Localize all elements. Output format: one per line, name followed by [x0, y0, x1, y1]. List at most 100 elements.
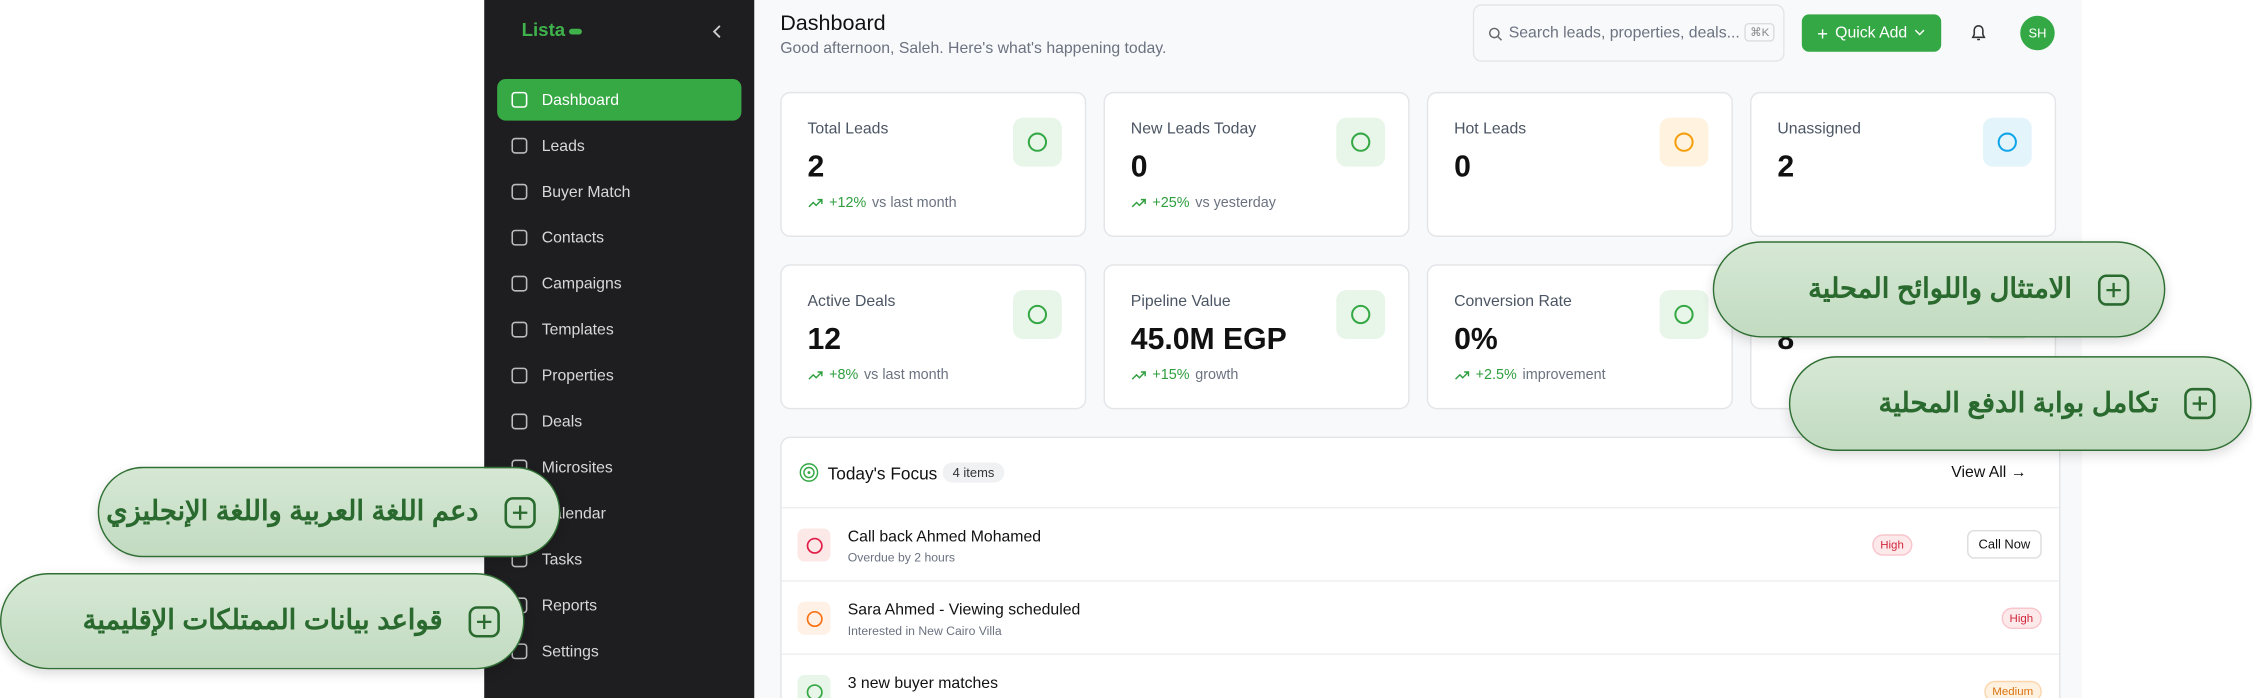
- focus-item[interactable]: Sara Ahmed - Viewing scheduled Interested…: [781, 580, 2060, 655]
- nav-item[interactable]: Properties: [497, 355, 741, 397]
- icon: [511, 321, 528, 338]
- stat-value: 2: [1777, 150, 1795, 184]
- stat-label: New Leads Today: [1130, 120, 1257, 138]
- nav-label: Contacts: [541, 229, 605, 247]
- nav-label: Leads: [541, 137, 585, 155]
- stat-value: 45.0M EGP: [1130, 323, 1287, 357]
- nav-label: Templates: [541, 320, 614, 339]
- item-title: Call back Ahmed Mohamed: [847, 528, 1042, 546]
- collapse-button[interactable]: [711, 24, 722, 39]
- quick-add-label: Quick Add: [1835, 24, 1908, 42]
- search-icon: [1489, 27, 1503, 41]
- nav-item[interactable]: Campaigns: [497, 263, 741, 305]
- icon: [511, 229, 528, 246]
- stat-card: Pipeline Value 45.0M EGP +15% growth: [1103, 264, 1410, 410]
- item-title: Sara Ahmed - Viewing scheduled: [847, 601, 1081, 620]
- stat-icon: [1659, 117, 1709, 167]
- search-placeholder: Search leads, properties, deals...: [1508, 24, 1740, 42]
- priority-badge: Medium: [1983, 680, 2042, 698]
- view-all-link[interactable]: View All →: [1951, 463, 2027, 482]
- focus-item[interactable]: 3 new buyer matches Properties match buye…: [781, 653, 2060, 698]
- feature-badge: قواعد بيانات الممتلكات الإقليمية: [0, 573, 525, 670]
- page-title: Dashboard: [780, 11, 886, 36]
- change-value: +8%: [829, 367, 859, 384]
- nav-item[interactable]: Templates: [497, 309, 741, 351]
- badge-text: الامتثال واللوائح المحلية: [1808, 274, 2072, 305]
- badge-icon: [460, 597, 509, 646]
- priority-badge: High: [2000, 607, 2042, 630]
- change-note: vs yesterday: [1195, 195, 1276, 212]
- nav-label: Buyer Match: [541, 183, 631, 201]
- stat-label: Hot Leads: [1454, 120, 1527, 138]
- nav-label: Deals: [541, 412, 583, 431]
- change-value: +12%: [829, 195, 867, 212]
- stat-label: Total Leads: [807, 120, 889, 138]
- stat-change: +2.5% improvement: [1454, 367, 1606, 384]
- nav-item[interactable]: Contacts: [497, 217, 741, 259]
- nav-label: Dashboard: [541, 91, 620, 109]
- icon: [511, 183, 528, 200]
- nav-item[interactable]: Reports: [497, 585, 741, 627]
- change-note: growth: [1195, 367, 1239, 384]
- nav-item[interactable]: Buyer Match: [497, 171, 741, 213]
- stat-card: Unassigned 2: [1750, 91, 2057, 237]
- stat-label: Unassigned: [1777, 120, 1861, 138]
- nav-item[interactable]: Leads: [497, 125, 741, 167]
- main: Dashboard Good afternoon, Saleh. Here's …: [754, 0, 2083, 698]
- nav-label: Campaigns: [541, 275, 622, 293]
- stat-icon: [1336, 117, 1386, 167]
- item-detail: Overdue by 2 hours: [847, 550, 956, 565]
- stat-change: +15% growth: [1131, 367, 1239, 384]
- stat-change: +12% vs last month: [808, 195, 957, 211]
- stat-card: New Leads Today 0 +25% vs yesterday: [1103, 91, 1410, 237]
- view-all-label: View All: [1951, 463, 2007, 482]
- change-value: +2.5%: [1475, 367, 1517, 384]
- item-title: 3 new buyer matches: [847, 675, 998, 693]
- brand: Lista: [521, 18, 583, 41]
- change-note: improvement: [1522, 367, 1606, 384]
- item-detail: Properties match buyer preferences: [848, 697, 1042, 698]
- item-icon: [797, 675, 831, 698]
- nav-item[interactable]: Deals: [497, 401, 741, 443]
- priority-badge: High: [1871, 534, 1913, 556]
- nav-label: Microsites: [541, 458, 613, 477]
- stat-value: 2: [807, 150, 825, 184]
- badge-icon: [2175, 379, 2224, 428]
- nav-label: Properties: [541, 366, 614, 385]
- stat-label: Conversion Rate: [1454, 292, 1572, 311]
- icon: [511, 91, 528, 108]
- feature-badge: تكامل بوابة الدفع المحلية: [1788, 356, 2252, 451]
- stat-value: 12: [807, 323, 842, 357]
- user-avatar[interactable]: SH: [2020, 15, 2055, 51]
- feature-badge: الامتثال واللوائح المحلية: [1712, 241, 2166, 338]
- notifications-button[interactable]: [1970, 23, 1987, 42]
- icon: [511, 367, 528, 384]
- nav-item[interactable]: Dashboard: [497, 78, 742, 121]
- stat-label: Pipeline Value: [1130, 292, 1231, 311]
- action-button[interactable]: Call Now: [1967, 529, 2042, 559]
- quick-add-button[interactable]: + Quick Add: [1801, 14, 1942, 52]
- badge-icon: [496, 488, 545, 537]
- change-note: vs last month: [863, 367, 949, 384]
- nav-item[interactable]: Settings: [497, 630, 741, 672]
- icon: [511, 413, 528, 430]
- stat-card: Hot Leads 0: [1426, 91, 1733, 237]
- focus-panel: Today's Focus 4 items View All → Call ba…: [780, 436, 2061, 698]
- item-icon: [797, 528, 831, 562]
- stat-card: Conversion Rate 0% +2.5% improvement: [1426, 264, 1733, 410]
- stat-icon: [1336, 290, 1386, 339]
- feature-badge: دعم اللغة العربية واللغة الإنجليزي: [97, 466, 561, 558]
- focus-title: Today's Focus: [827, 463, 938, 484]
- brand-name: Lista: [521, 18, 566, 41]
- nav-label: Tasks: [541, 550, 583, 569]
- stat-change: +25% vs yesterday: [1131, 195, 1276, 211]
- focus-item[interactable]: Call back Ahmed Mohamed Overdue by 2 hour…: [781, 506, 2060, 582]
- icon: [511, 275, 528, 292]
- search-box[interactable]: Search leads, properties, deals... ⌘K: [1472, 4, 1785, 62]
- stat-value: 0: [1454, 150, 1471, 184]
- page-subtitle: Good afternoon, Saleh. Here's what's hap…: [780, 40, 1167, 58]
- item-icon: [797, 601, 831, 635]
